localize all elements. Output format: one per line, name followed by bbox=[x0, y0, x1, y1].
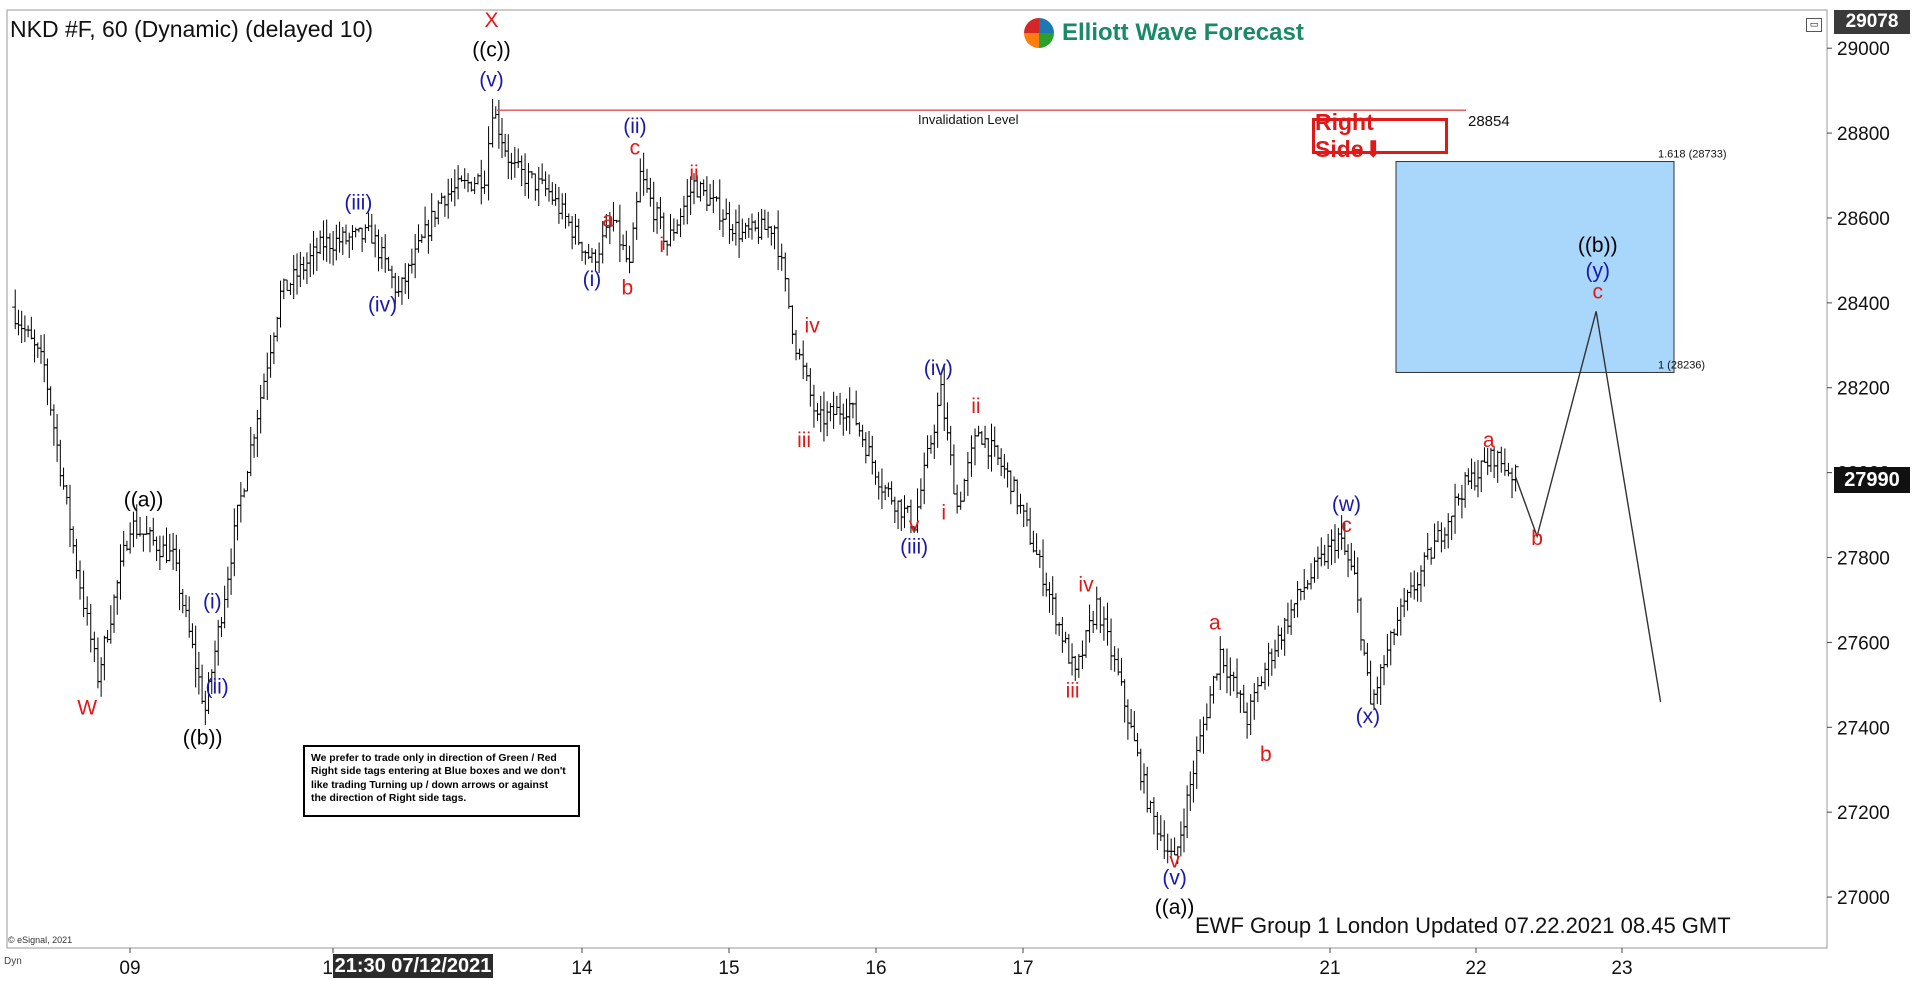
y-tick-label: 28600 bbox=[1837, 209, 1890, 230]
wave-label: b bbox=[622, 276, 634, 299]
chart-title: NKD #F, 60 (Dynamic) (delayed 10) bbox=[10, 16, 374, 42]
blue-box-top-label: 1.618 (28733) bbox=[1658, 149, 1727, 161]
x-tick-label: 23 bbox=[1611, 958, 1632, 979]
projection-path bbox=[1514, 311, 1662, 702]
x-tick-label: 16 bbox=[865, 958, 886, 979]
y-tick-label: 27600 bbox=[1837, 633, 1890, 654]
wave-label: iv bbox=[805, 315, 821, 338]
x-tick-label: 15 bbox=[718, 958, 739, 979]
wave-label: (v) bbox=[1162, 866, 1187, 889]
wave-label: iv bbox=[1078, 573, 1094, 596]
blue-box-bottom-label: 1 (28236) bbox=[1658, 359, 1705, 371]
wave-label: ii bbox=[971, 395, 980, 418]
wave-label: X bbox=[485, 9, 499, 32]
wave-label: v bbox=[909, 514, 920, 537]
wave-label: a bbox=[1209, 612, 1221, 635]
wave-label: (iii) bbox=[900, 535, 928, 558]
wave-label: a bbox=[602, 208, 614, 231]
wave-label: i bbox=[941, 501, 946, 524]
wave-label: (i) bbox=[203, 590, 222, 613]
copyright: © eSignal, 2021 bbox=[8, 935, 73, 945]
note-line: We prefer to trade only in direction of … bbox=[311, 753, 557, 764]
price-bars bbox=[12, 99, 1519, 864]
wave-label: (w) bbox=[1332, 493, 1361, 516]
wave-label: ((a)) bbox=[1155, 896, 1195, 919]
logo-icon bbox=[1024, 18, 1054, 48]
current-price-tag: 27990 bbox=[1834, 467, 1910, 493]
wave-label: i bbox=[659, 234, 664, 257]
right-side-tag: Right Side⬇ bbox=[1312, 109, 1448, 162]
wave-label: (iii) bbox=[344, 191, 372, 214]
wave-label: ii bbox=[689, 162, 698, 185]
y-tick-label: 27000 bbox=[1837, 888, 1890, 909]
wave-label: c bbox=[1341, 514, 1352, 537]
wave-label: c bbox=[1593, 281, 1604, 304]
y-tick-label: 29000 bbox=[1837, 39, 1890, 60]
x-tick-label: 21 bbox=[1319, 958, 1340, 979]
y-tick-label: 28400 bbox=[1837, 294, 1890, 315]
trading-note: We prefer to trade only in direction of … bbox=[303, 745, 580, 817]
wave-label: (iv) bbox=[924, 357, 953, 380]
y-tick-label: 28200 bbox=[1837, 379, 1890, 400]
wave-label: ((c)) bbox=[472, 39, 510, 62]
wave-label: ((b)) bbox=[1578, 234, 1618, 257]
dyn-button[interactable]: Dyn bbox=[4, 956, 22, 967]
wave-label: b bbox=[1531, 527, 1543, 550]
invalidation-value: 28854 bbox=[1468, 113, 1510, 130]
note-line: the direction of Right side tags. bbox=[311, 793, 467, 805]
y-tick-label: 27800 bbox=[1837, 549, 1890, 570]
logo: Elliott Wave Forecast bbox=[1024, 16, 1304, 50]
wave-label: c bbox=[630, 136, 641, 159]
y-tick-label: 27200 bbox=[1837, 803, 1890, 824]
blue-box bbox=[1395, 161, 1675, 373]
wave-label: (ii) bbox=[623, 115, 646, 138]
logo-text: Elliott Wave Forecast bbox=[1062, 19, 1304, 46]
wave-label: (x) bbox=[1356, 705, 1381, 728]
wave-label: v bbox=[1169, 849, 1180, 872]
window-maximize-icon[interactable]: ▭ bbox=[1806, 18, 1822, 32]
wave-label: (i) bbox=[583, 268, 602, 291]
wave-label: a bbox=[1483, 429, 1495, 452]
wave-label: (ii) bbox=[205, 675, 228, 698]
x-tick-label: 14 bbox=[571, 958, 593, 979]
x-tick-label: 17 bbox=[1012, 958, 1033, 979]
note-line: Right side tags entering at Blue boxes a… bbox=[311, 766, 566, 778]
note-line: like trading Turning up / down arrows or… bbox=[311, 779, 549, 791]
wave-label: ((a)) bbox=[124, 489, 164, 512]
wave-label: W bbox=[77, 697, 97, 720]
wave-label: (iv) bbox=[368, 293, 397, 316]
wave-label: ((b)) bbox=[183, 726, 223, 749]
plot-frame bbox=[6, 9, 1828, 949]
top-price-tag: 29078 bbox=[1834, 10, 1910, 34]
y-tick-label: 27400 bbox=[1837, 718, 1890, 739]
wave-label: (y) bbox=[1586, 259, 1611, 282]
wave-label: (v) bbox=[479, 68, 504, 91]
update-timestamp: EWF Group 1 London Updated 07.22.2021 08… bbox=[1195, 913, 1731, 938]
x-tick-label: 22 bbox=[1465, 958, 1486, 979]
wave-label: b bbox=[1260, 743, 1272, 766]
wave-label: iii bbox=[1066, 680, 1080, 703]
wave-label: iii bbox=[797, 429, 811, 452]
x-tick-label: 09 bbox=[119, 958, 140, 979]
y-tick-label: 28800 bbox=[1837, 124, 1890, 145]
crosshair-time-tag: 21:30 07/12/2021 bbox=[333, 954, 493, 978]
invalidation-label: Invalidation Level bbox=[918, 112, 1019, 127]
